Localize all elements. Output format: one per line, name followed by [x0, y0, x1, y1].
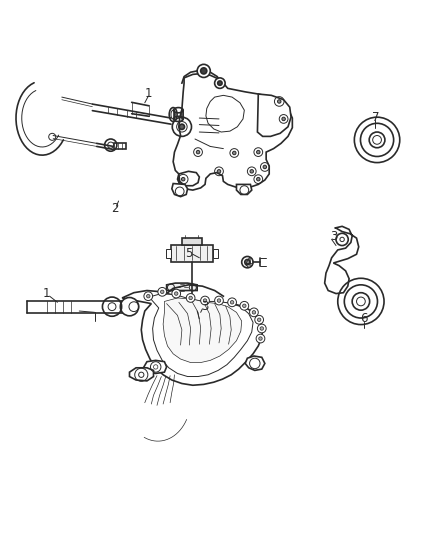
Circle shape	[263, 165, 267, 169]
Polygon shape	[114, 142, 127, 149]
Circle shape	[218, 81, 222, 85]
Circle shape	[282, 117, 286, 120]
Polygon shape	[179, 171, 199, 185]
Circle shape	[278, 100, 281, 103]
Polygon shape	[258, 94, 291, 136]
Circle shape	[257, 150, 260, 154]
Circle shape	[203, 299, 207, 302]
Text: 2: 2	[111, 203, 119, 215]
Circle shape	[340, 237, 344, 241]
Text: 3: 3	[330, 230, 337, 243]
Bar	[171, 245, 213, 262]
Circle shape	[250, 308, 258, 317]
Text: 5: 5	[186, 247, 193, 260]
Circle shape	[243, 304, 246, 308]
Circle shape	[144, 292, 152, 301]
Circle shape	[258, 324, 266, 333]
Text: 3: 3	[201, 300, 209, 313]
Circle shape	[160, 290, 164, 294]
Polygon shape	[237, 184, 252, 195]
Polygon shape	[130, 368, 153, 381]
Circle shape	[172, 289, 180, 298]
Polygon shape	[149, 294, 253, 376]
Circle shape	[196, 150, 200, 154]
Circle shape	[228, 298, 237, 306]
Circle shape	[259, 337, 262, 340]
Circle shape	[215, 78, 225, 88]
Text: 1: 1	[145, 87, 152, 100]
Polygon shape	[206, 95, 244, 132]
Polygon shape	[144, 360, 166, 374]
Circle shape	[201, 68, 207, 74]
Polygon shape	[172, 183, 187, 197]
Circle shape	[258, 318, 261, 321]
Circle shape	[250, 169, 254, 173]
Circle shape	[373, 135, 381, 144]
Circle shape	[215, 296, 223, 305]
Circle shape	[252, 311, 256, 314]
Text: 6: 6	[360, 312, 368, 325]
Text: 1: 1	[43, 287, 50, 300]
Circle shape	[217, 169, 221, 173]
Circle shape	[357, 297, 365, 306]
Text: 7: 7	[371, 111, 379, 124]
Polygon shape	[325, 227, 359, 294]
Polygon shape	[245, 356, 265, 370]
Circle shape	[245, 260, 250, 265]
Polygon shape	[166, 283, 197, 290]
Circle shape	[186, 294, 195, 302]
Polygon shape	[122, 290, 263, 385]
Circle shape	[147, 294, 150, 298]
Circle shape	[260, 327, 264, 330]
Circle shape	[233, 151, 236, 155]
Circle shape	[158, 287, 166, 296]
Circle shape	[217, 299, 221, 302]
Circle shape	[230, 301, 234, 304]
Bar	[182, 238, 201, 245]
Text: 4: 4	[244, 256, 251, 269]
Circle shape	[257, 177, 260, 181]
Circle shape	[189, 296, 192, 300]
Bar	[166, 249, 171, 258]
Polygon shape	[163, 298, 242, 362]
Circle shape	[139, 372, 144, 377]
Circle shape	[153, 365, 158, 369]
Circle shape	[255, 316, 264, 324]
Circle shape	[256, 334, 265, 343]
Circle shape	[197, 64, 210, 77]
Circle shape	[240, 302, 249, 310]
Circle shape	[179, 124, 184, 130]
Circle shape	[174, 292, 178, 295]
Circle shape	[181, 177, 185, 181]
Circle shape	[120, 297, 139, 316]
Bar	[213, 249, 218, 258]
Polygon shape	[173, 74, 292, 190]
Circle shape	[201, 296, 209, 305]
